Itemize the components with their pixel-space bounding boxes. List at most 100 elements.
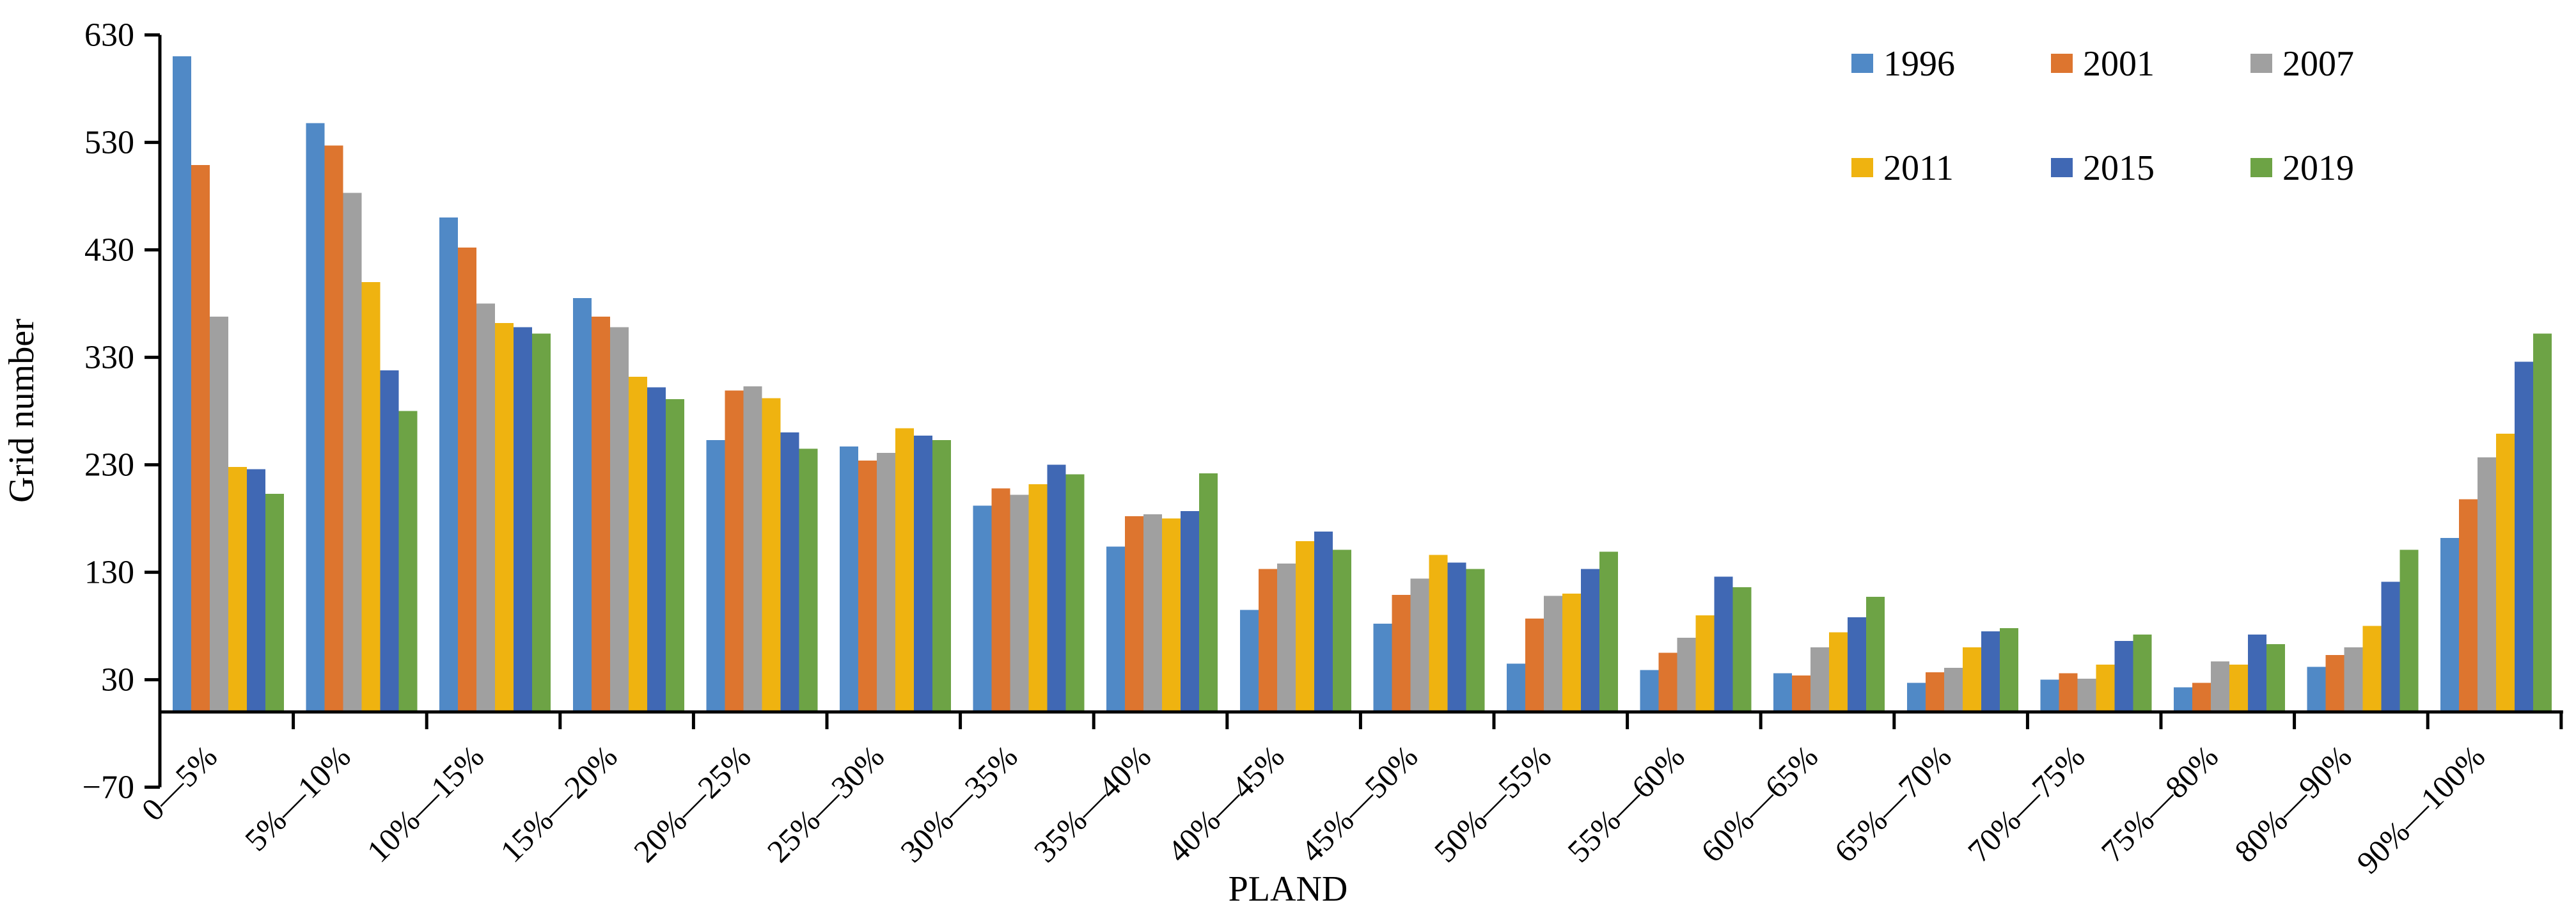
bar-2001-cat4: [725, 390, 744, 712]
bar-2011-cat13: [1962, 647, 1981, 712]
bar-2001-cat11: [1658, 652, 1677, 712]
bar-2019-cat12: [1866, 597, 1885, 712]
category-label: 25%—30%: [760, 738, 891, 869]
bar-2019-cat14: [2133, 635, 2152, 712]
bar-2007-cat14: [2077, 678, 2096, 712]
bar-2015-cat14: [2114, 641, 2133, 712]
bar-1996-cat11: [1640, 670, 1659, 712]
bar-1996-cat16: [2307, 667, 2326, 712]
bar-1996-cat9: [1373, 624, 1392, 712]
bar-2001-cat17: [2459, 499, 2478, 712]
bar-2001-cat8: [1258, 569, 1277, 712]
category-label: 45%—50%: [1294, 738, 1425, 869]
bar-2007-cat1: [343, 193, 362, 712]
bar-2015-cat5: [914, 436, 932, 712]
bar-2007-cat9: [1410, 578, 1429, 712]
y-tick-label: 330: [84, 340, 134, 376]
y-tick-label: −70: [82, 770, 134, 806]
bar-2019-cat5: [932, 439, 951, 712]
bar-2011-cat10: [1562, 594, 1581, 712]
bar-2007-cat3: [609, 327, 629, 712]
bar-2011-cat5: [895, 428, 914, 712]
bar-2019-cat17: [2533, 333, 2552, 712]
bar-2001-cat12: [1792, 675, 1811, 712]
bar-1996-cat12: [1773, 673, 1793, 712]
bar-2015-cat11: [1714, 576, 1733, 712]
bar-2007-cat13: [1944, 668, 1963, 712]
bar-1996-cat1: [306, 123, 325, 713]
bar-2007-cat5: [877, 453, 895, 712]
bar-1996-cat8: [1239, 610, 1259, 712]
bar-1996-cat17: [2440, 537, 2460, 712]
bar-2015-cat6: [1047, 464, 1066, 712]
bar-2019-cat8: [1332, 549, 1351, 712]
bar-1996-cat6: [973, 505, 992, 712]
y-tick-label: 430: [84, 232, 134, 269]
bar-2001-cat10: [1525, 618, 1544, 712]
bar-2019-cat11: [1732, 587, 1752, 712]
y-tick-label: 630: [84, 17, 134, 54]
bar-2007-cat7: [1143, 514, 1163, 712]
legend-swatch-2001: [2051, 54, 2073, 73]
legend-label-1996: 1996: [1883, 44, 1955, 84]
category-label: 30%—35%: [893, 738, 1025, 869]
bar-2001-cat9: [1392, 594, 1411, 712]
bar-2007-cat16: [2344, 647, 2363, 712]
y-axis-title: Grid number: [2, 319, 42, 503]
bar-1996-cat4: [706, 439, 725, 712]
legend-label-2007: 2007: [2282, 44, 2354, 84]
bar-2015-cat4: [780, 432, 799, 712]
bar-2015-cat7: [1181, 510, 1200, 712]
category-label: 75%—80%: [2094, 738, 2226, 869]
bar-2001-cat0: [191, 164, 210, 712]
bar-2001-cat1: [324, 145, 343, 712]
bar-1996-cat3: [572, 298, 592, 712]
bar-2011-cat15: [2229, 665, 2248, 712]
bar-2019-cat3: [665, 399, 684, 712]
category-label: 90%—100%: [2350, 738, 2492, 880]
bar-2011-cat0: [228, 466, 247, 712]
bar-2007-cat6: [1010, 494, 1029, 712]
category-label: 60%—65%: [1694, 738, 1825, 869]
bar-2001-cat7: [1125, 516, 1144, 712]
legend-swatch-2015: [2051, 158, 2073, 177]
bar-2007-cat2: [476, 303, 496, 713]
bar-2019-cat10: [1599, 551, 1618, 712]
x-axis-title: PLAND: [1229, 869, 1348, 909]
legend-label-2001: 2001: [2083, 44, 2155, 84]
bar-2015-cat16: [2381, 581, 2400, 712]
y-tick-label: 530: [84, 125, 134, 161]
bar-2019-cat9: [1466, 569, 1485, 712]
category-label: 20%—25%: [627, 738, 758, 869]
legend-label-2019: 2019: [2282, 148, 2354, 188]
bar-2001-cat15: [2192, 683, 2211, 712]
bar-2007-cat11: [1677, 638, 1696, 712]
bar-2015-cat17: [2515, 361, 2534, 712]
bar-2011-cat12: [1829, 632, 1848, 712]
bar-2019-cat2: [532, 333, 551, 712]
bar-2011-cat11: [1695, 615, 1715, 712]
bar-2015-cat10: [1581, 569, 1599, 712]
bar-2015-cat1: [380, 370, 399, 712]
bar-2015-cat0: [247, 469, 265, 712]
category-label: 80%—90%: [2227, 738, 2359, 869]
legend-swatch-2019: [2250, 158, 2272, 177]
bar-2015-cat2: [514, 327, 533, 712]
legend-swatch-2011: [1851, 158, 1873, 177]
bar-1996-cat2: [439, 217, 459, 712]
bar-2019-cat6: [1065, 474, 1085, 712]
y-tick-label: 230: [84, 447, 134, 484]
bar-2019-cat1: [398, 411, 418, 712]
bar-2007-cat10: [1544, 596, 1562, 712]
category-label: 70%—75%: [1961, 738, 2092, 869]
bar-2015-cat9: [1447, 562, 1466, 712]
bar-2011-cat6: [1028, 484, 1048, 712]
category-label: 55%—60%: [1560, 738, 1692, 869]
y-tick-label: 30: [101, 662, 134, 699]
bar-2001-cat16: [2325, 654, 2344, 712]
bar-2011-cat17: [2496, 433, 2515, 712]
bar-1996-cat10: [1507, 663, 1525, 712]
category-label: 65%—70%: [1827, 738, 1958, 869]
